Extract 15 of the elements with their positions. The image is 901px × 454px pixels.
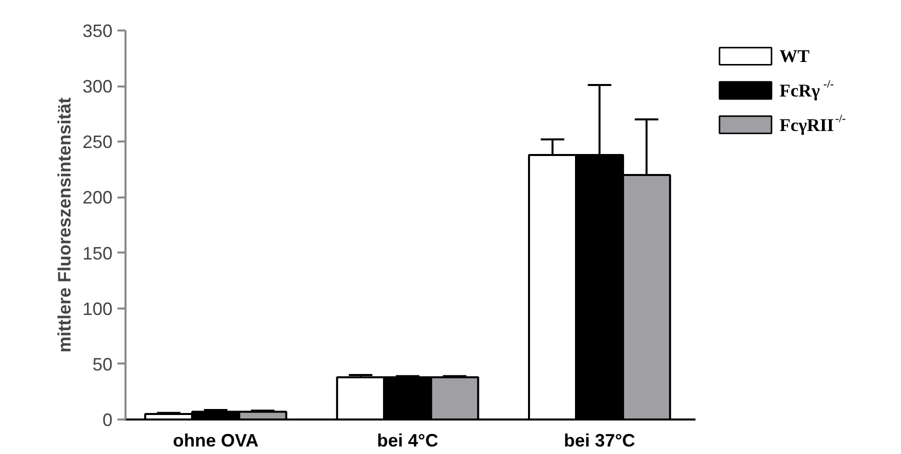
- y-tick-label: 150: [82, 243, 113, 264]
- x-tick-label: bei 4°C: [377, 430, 438, 450]
- y-tick-label: 200: [82, 188, 113, 208]
- y-tick-label: 350: [82, 21, 113, 41]
- legend-label: FcγRII-/-: [780, 112, 846, 135]
- y-tick-label: 50: [92, 354, 113, 374]
- x-tick-label: ohne OVA: [172, 430, 259, 450]
- y-tick-label: 300: [82, 76, 113, 97]
- y-tick-label: 250: [82, 132, 113, 152]
- legend-label: WT: [780, 46, 810, 66]
- x-tick-label: bei 37°C: [564, 430, 636, 450]
- legend-label: FcRγ-/-: [780, 78, 834, 100]
- y-tick-label: 0: [102, 410, 113, 430]
- y-tick-label: 100: [82, 298, 113, 319]
- y-axis-title: mittlere Fluoreszensintensität: [54, 97, 74, 353]
